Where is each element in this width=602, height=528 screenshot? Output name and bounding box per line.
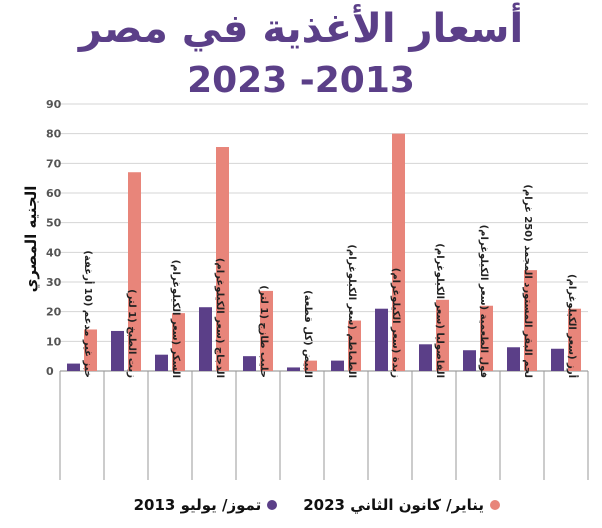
legend-label-2023: يناير/ كانون الثاني 2023 <box>303 496 484 514</box>
bar-2023 <box>260 290 273 371</box>
x-tick-label: الفاصوليا (سعر الكيلوغرام) <box>434 243 445 378</box>
y-tick-label: 50 <box>46 217 62 230</box>
bar-2013 <box>155 354 168 371</box>
y-tick-label: 0 <box>46 365 54 378</box>
chart-title: أسعار الأغذية في مصر <box>78 6 524 52</box>
x-tick-label: الدجاج (سعر الكيلوغرام) <box>214 258 225 378</box>
y-tick-label: 80 <box>46 128 62 141</box>
bar-2023 <box>436 299 449 371</box>
bar-2023 <box>524 270 537 371</box>
bar-2013 <box>463 350 476 371</box>
x-tick-label: البيض (كل قطعة) <box>302 290 313 378</box>
bar-2023 <box>84 329 97 371</box>
bar-2023 <box>128 172 141 371</box>
bar-2013 <box>287 367 300 371</box>
legend-label-2013: تموز/ يوليو 2013 <box>133 496 262 514</box>
x-tick-label: فول الطعمية (سعر الكيلوغرام) <box>478 225 489 378</box>
bar-2013 <box>375 308 388 371</box>
y-tick-label: 30 <box>46 276 62 289</box>
x-tick-label: السكر (سعر الكيلوغرام) <box>170 260 181 378</box>
x-tick-label: حليب طازج (1 لتر) <box>258 285 269 378</box>
bar-2013 <box>331 360 344 371</box>
bar-2013 <box>111 330 124 371</box>
legend-swatch-2013 <box>267 500 278 510</box>
bar-2013 <box>67 363 80 371</box>
legend: يناير/ كانون الثاني 2023 تموز/ يوليو 201… <box>100 494 500 516</box>
x-tick-label: لحم البقر المستورد المجمد (250 غرام) <box>522 184 533 378</box>
x-tick-label: زبدة (سعر الكيلوغرام) <box>390 268 401 378</box>
x-tick-label: أرز (سعر الكيلوغرام) <box>566 274 579 378</box>
legend-swatch-2023 <box>490 500 500 510</box>
bar-2013 <box>199 307 212 371</box>
bar-2023 <box>568 308 581 371</box>
bar-2013 <box>419 344 432 371</box>
y-tick-label: 20 <box>46 306 62 319</box>
y-tick-label: 70 <box>46 157 62 170</box>
bar-2023 <box>216 147 229 371</box>
bar-2023 <box>172 313 185 371</box>
bar-2023 <box>348 320 361 371</box>
x-tick-label: الطماطم (سعر الكيلوغرام) <box>346 244 357 378</box>
bar-2023 <box>304 360 317 371</box>
bar-2023 <box>480 305 493 371</box>
bar-2013 <box>507 347 520 371</box>
bar-2023 <box>392 133 405 371</box>
y-tick-label: 90 <box>46 98 62 111</box>
x-tick-label: زيت الطبخ (1 لتر) <box>126 289 137 378</box>
y-tick-label: 40 <box>46 246 62 259</box>
chart-subtitle: 2023 -2013 <box>187 60 415 101</box>
bar-2013 <box>551 348 564 371</box>
y-tick-label: 10 <box>46 335 62 348</box>
bar-2013 <box>243 356 256 371</box>
x-tick-label: خبز غير مدعم (10 أرغفة) <box>82 250 95 378</box>
y-tick-label: 60 <box>46 187 62 200</box>
